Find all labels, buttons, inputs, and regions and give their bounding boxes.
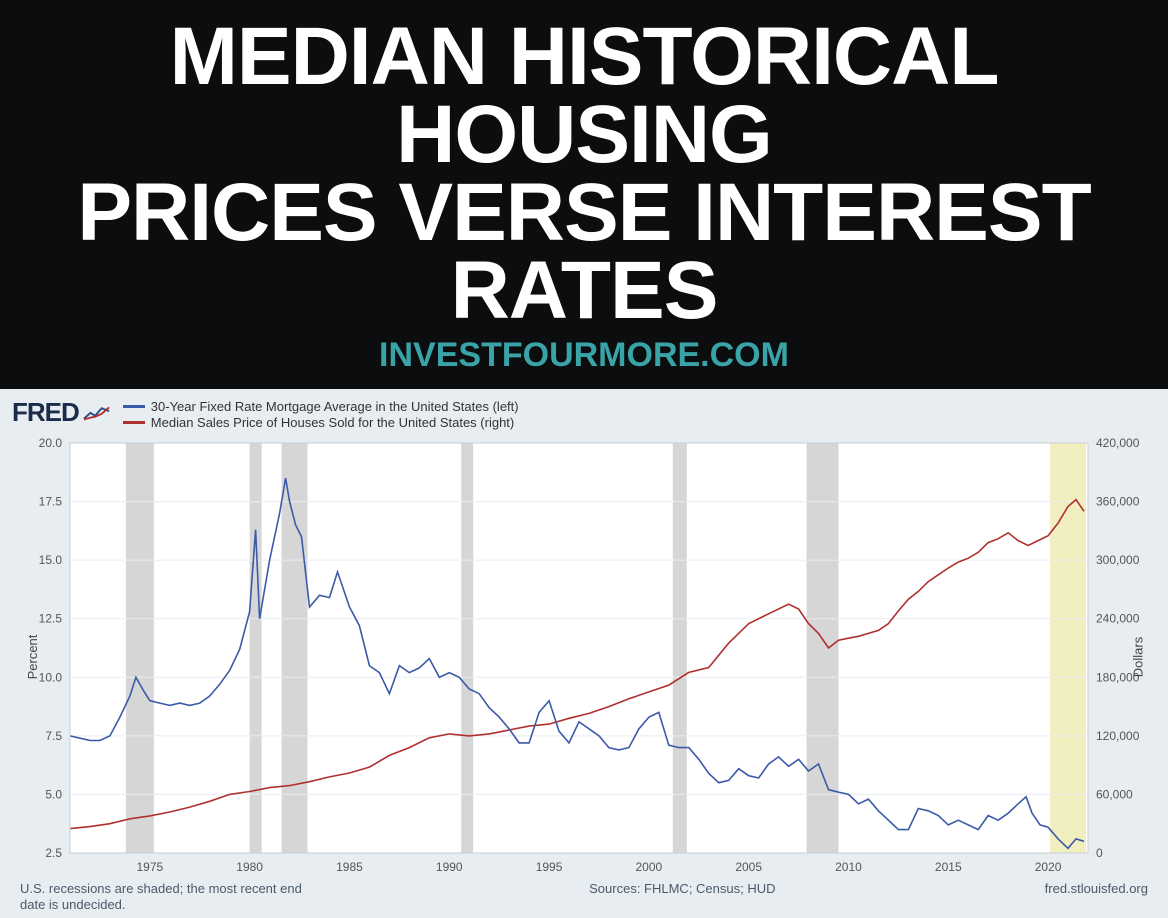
svg-text:2015: 2015 (935, 860, 962, 874)
svg-text:360,000: 360,000 (1096, 495, 1140, 509)
legend-label-rate: 30-Year Fixed Rate Mortgage Average in t… (151, 399, 519, 415)
chart-header: FRED 30-Year Fixed Rate Mortgage Average… (8, 395, 1160, 436)
title-line-2: PRICES VERSE INTEREST RATES (77, 167, 1090, 336)
fred-logo-text: FRED (12, 397, 79, 428)
svg-text:60,000: 60,000 (1096, 787, 1133, 801)
legend-swatch-rate (123, 405, 145, 408)
chart-legend: 30-Year Fixed Rate Mortgage Average in t… (123, 397, 519, 432)
svg-text:2020: 2020 (1035, 860, 1062, 874)
svg-text:2005: 2005 (735, 860, 762, 874)
y-axis-right-label: Dollars (1130, 637, 1145, 677)
svg-text:12.5: 12.5 (39, 612, 63, 626)
chart-footer: U.S. recessions are shaded; the most rec… (8, 879, 1160, 914)
svg-text:1995: 1995 (536, 860, 563, 874)
plot-area: Percent Dollars 2.5 5.0 7.5 10.0 12.5 15.0 17.… (8, 435, 1160, 879)
svg-text:10.0: 10.0 (39, 670, 63, 684)
svg-text:17.5: 17.5 (39, 495, 63, 509)
fred-logo: FRED (12, 397, 111, 428)
svg-text:0: 0 (1096, 846, 1103, 860)
legend-item: 30-Year Fixed Rate Mortgage Average in t… (123, 399, 519, 415)
y-axis-left-label: Percent (25, 635, 40, 680)
svg-text:1980: 1980 (236, 860, 263, 874)
legend-swatch-price (123, 421, 145, 424)
plot-svg: 2.5 5.0 7.5 10.0 12.5 15.0 17.5 20.0 0 60,000 120,… (8, 435, 1160, 879)
legend-item: Median Sales Price of Houses Sold for th… (123, 415, 519, 431)
svg-text:1985: 1985 (336, 860, 363, 874)
svg-text:20.0: 20.0 (39, 436, 63, 450)
svg-text:300,000: 300,000 (1096, 553, 1140, 567)
page-title: MEDIAN HISTORICAL HOUSING PRICES VERSE I… (0, 18, 1168, 330)
svg-text:240,000: 240,000 (1096, 612, 1140, 626)
fred-logo-icon (83, 403, 111, 421)
svg-text:420,000: 420,000 (1096, 436, 1140, 450)
attribution-label: fred.stlouisfed.org (1045, 881, 1148, 912)
svg-text:2.5: 2.5 (45, 846, 62, 860)
title-line-1: MEDIAN HISTORICAL HOUSING (170, 11, 999, 180)
sources-label: Sources: FHLMC; Census; HUD (320, 881, 1045, 912)
svg-text:1975: 1975 (136, 860, 163, 874)
svg-text:7.5: 7.5 (45, 729, 62, 743)
site-label: INVESTFOURMORE.COM (0, 336, 1168, 375)
svg-text:2000: 2000 (636, 860, 663, 874)
title-banner: MEDIAN HISTORICAL HOUSING PRICES VERSE I… (0, 0, 1168, 389)
recession-note: U.S. recessions are shaded; the most rec… (20, 881, 320, 912)
svg-text:5.0: 5.0 (45, 787, 62, 801)
svg-text:1990: 1990 (436, 860, 463, 874)
legend-label-price: Median Sales Price of Houses Sold for th… (151, 415, 514, 431)
chart-container: FRED 30-Year Fixed Rate Mortgage Average… (0, 389, 1168, 918)
svg-text:15.0: 15.0 (39, 553, 63, 567)
svg-text:120,000: 120,000 (1096, 729, 1140, 743)
svg-text:2010: 2010 (835, 860, 862, 874)
